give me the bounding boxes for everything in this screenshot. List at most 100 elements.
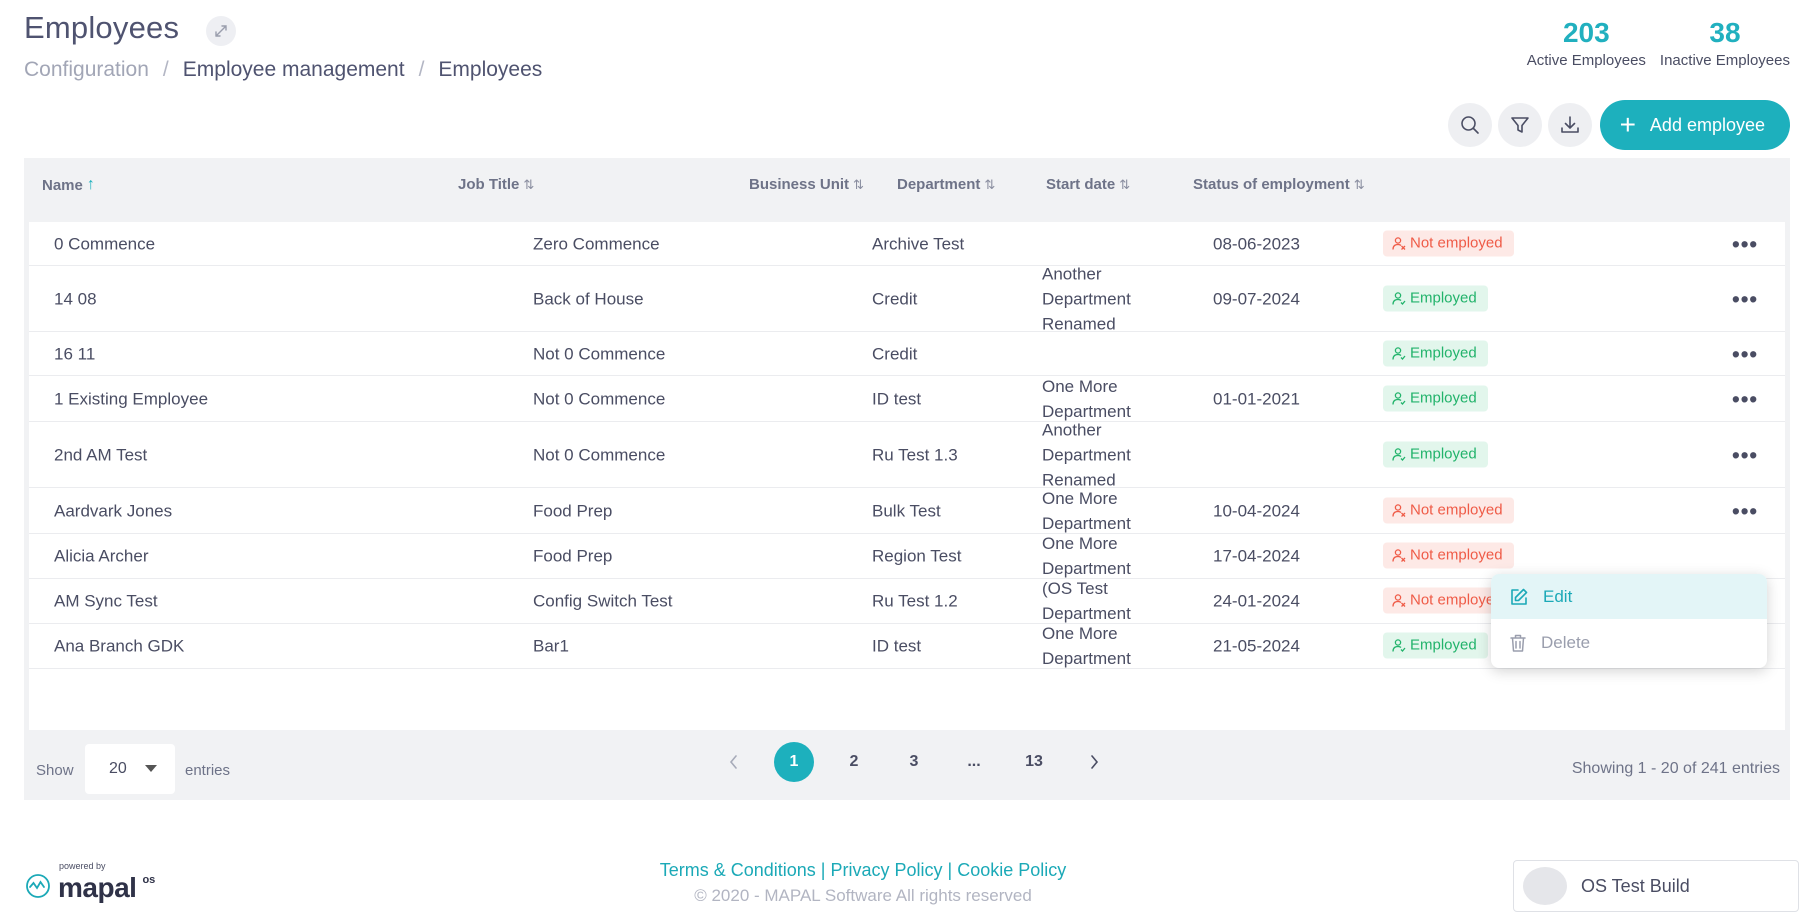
user-x-icon bbox=[1392, 594, 1406, 607]
delete-menu-item[interactable]: Delete bbox=[1491, 620, 1767, 665]
inactive-employees-count: 38 bbox=[1709, 17, 1741, 48]
user-check-icon bbox=[1392, 639, 1406, 652]
business-unit-cell: Ru Test 1.2 bbox=[872, 591, 958, 611]
employee-name-cell: 16 11 bbox=[54, 344, 96, 363]
previous-page-button[interactable] bbox=[714, 742, 754, 782]
business-unit-cell: ID test bbox=[872, 389, 922, 408]
trash-icon bbox=[1510, 634, 1526, 652]
start-date-cell: 09-07-2024 bbox=[1213, 289, 1300, 308]
more-actions-icon[interactable]: ••• bbox=[1732, 286, 1759, 311]
build-selector[interactable]: OS Test Build bbox=[1513, 860, 1799, 912]
table-row[interactable]: AM Sync Test Config Switch Test Ru Test 1.… bbox=[29, 579, 1785, 624]
entries-summary: Showing 1 - 20 of 241 entries bbox=[1571, 760, 1780, 777]
status-label: Employed bbox=[1410, 389, 1477, 406]
business-unit-cell: Archive Test bbox=[872, 234, 965, 253]
page-button-13[interactable]: 13 bbox=[1025, 753, 1043, 770]
employee-stats: 203 Active Employees 38 Inactive Employe… bbox=[1527, 16, 1790, 69]
search-icon bbox=[1460, 116, 1479, 134]
page-button-1[interactable]: 1 bbox=[774, 742, 814, 782]
employee-name-cell: Alicia Archer bbox=[54, 546, 149, 566]
edit-menu-item[interactable]: Edit bbox=[1491, 574, 1767, 619]
active-employees-count: 203 bbox=[1562, 17, 1610, 48]
status-cell: Not employed bbox=[1383, 497, 1514, 524]
column-header-name[interactable]: Name ↑ bbox=[42, 176, 95, 194]
column-header-label: Department bbox=[897, 176, 981, 193]
more-actions-icon[interactable]: ••• bbox=[1732, 442, 1759, 467]
search-button[interactable] bbox=[1447, 103, 1492, 147]
chevron-right-icon bbox=[1091, 755, 1099, 769]
status-badge: Employed bbox=[1383, 632, 1488, 659]
breadcrumb-employee-management[interactable]: Employee management bbox=[182, 58, 405, 81]
page-title: Employees bbox=[24, 10, 180, 45]
sort-icon: ⇅ bbox=[1119, 176, 1131, 192]
brand-name: mapal bbox=[58, 872, 137, 903]
expand-button[interactable] bbox=[206, 16, 236, 46]
table-row[interactable]: Aardvark Jones Food Prep Bulk Test One More… bbox=[29, 488, 1785, 534]
download-button[interactable] bbox=[1547, 103, 1592, 147]
table-row[interactable]: 16 11 Not 0 Commence Credit Employed ••• bbox=[29, 332, 1785, 376]
job-title-cell: Food Prep bbox=[533, 501, 613, 520]
start-date-cell: 10-04-2024 bbox=[1213, 501, 1300, 520]
add-employee-label: Add employee bbox=[1649, 114, 1765, 135]
inactive-employees-stat: 38 Inactive Employees bbox=[1660, 16, 1790, 69]
department-cell: One More Department bbox=[1042, 534, 1131, 578]
status-cell: Employed bbox=[1383, 441, 1488, 468]
column-header-business-unit[interactable]: Business Unit ⇅ bbox=[749, 176, 864, 193]
employee-name-cell: 1 Existing Employee bbox=[54, 389, 209, 408]
table-row[interactable]: 0 Commence Zero Commence Archive Test 08-06… bbox=[29, 222, 1785, 266]
edit-icon bbox=[1511, 588, 1528, 605]
business-unit-cell: Bulk Test bbox=[872, 501, 941, 520]
page-button-3[interactable]: 3 bbox=[909, 753, 919, 770]
more-actions-icon[interactable]: ••• bbox=[1732, 341, 1759, 366]
status-label: Employed bbox=[1410, 445, 1477, 462]
status-cell: Employed bbox=[1383, 285, 1488, 312]
user-check-icon bbox=[1392, 391, 1406, 405]
page-button-2[interactable]: 2 bbox=[849, 753, 859, 770]
table-row[interactable]: Alicia Archer Food Prep Region Test One Mor… bbox=[29, 534, 1785, 579]
table-row[interactable]: 2nd AM Test Not 0 Commence Ru Test 1.3 Anot… bbox=[29, 420, 1785, 489]
privacy-link[interactable]: Privacy Policy bbox=[830, 860, 943, 880]
active-employees-stat: 203 Active Employees bbox=[1527, 16, 1646, 69]
department-cell: One More Department bbox=[1042, 624, 1131, 668]
column-header-start-date[interactable]: Start date ⇅ bbox=[1046, 176, 1130, 193]
column-header-job-title[interactable]: Job Title ⇅ bbox=[458, 176, 534, 193]
filter-button[interactable] bbox=[1497, 103, 1542, 147]
cookie-link[interactable]: Cookie Policy bbox=[957, 860, 1067, 880]
plus-icon: + bbox=[1619, 109, 1636, 140]
page-size-select[interactable]: 20 bbox=[85, 744, 175, 794]
department-cell: Another Department Renamed bbox=[1042, 420, 1131, 489]
start-date-cell: 21-05-2024 bbox=[1213, 636, 1300, 656]
pagination: 1 2 3 ... 13 bbox=[714, 742, 1134, 782]
active-employees-label: Active Employees bbox=[1526, 52, 1646, 69]
more-actions-icon[interactable]: ••• bbox=[1732, 386, 1759, 411]
job-title-cell: Not 0 Commence bbox=[533, 344, 666, 363]
next-page-button[interactable] bbox=[1074, 742, 1114, 782]
terms-link[interactable]: Terms & Conditions bbox=[659, 860, 816, 880]
chevron-left-icon bbox=[729, 755, 737, 769]
user-x-icon bbox=[1392, 236, 1406, 250]
column-header-department[interactable]: Department ⇅ bbox=[897, 176, 995, 193]
employee-name-cell: Ana Branch GDK bbox=[54, 636, 185, 656]
department-cell: One More Department bbox=[1042, 376, 1131, 421]
status-cell: Not employed bbox=[1383, 542, 1514, 570]
column-header-status[interactable]: Status of employment ⇅ bbox=[1193, 176, 1365, 193]
start-date-cell: 24-01-2024 bbox=[1213, 591, 1300, 611]
job-title-cell: Zero Commence bbox=[533, 234, 660, 253]
status-label: Employed bbox=[1410, 344, 1477, 361]
add-employee-button[interactable]: + Add employee bbox=[1599, 100, 1790, 150]
status-cell: Employed bbox=[1383, 632, 1488, 660]
status-label: Not employed bbox=[1410, 501, 1503, 518]
department-cell: One More Department bbox=[1042, 488, 1131, 533]
more-actions-icon[interactable]: ••• bbox=[1732, 498, 1759, 523]
delete-label: Delete bbox=[1541, 632, 1591, 652]
table-row[interactable]: 1 Existing Employee Not 0 Commence ID test… bbox=[29, 376, 1785, 422]
entries-label: entries bbox=[185, 762, 231, 779]
page-size-value: 20 bbox=[109, 760, 127, 777]
table-row[interactable]: 14 08 Back of House Credit Another Departme… bbox=[29, 264, 1785, 333]
build-avatar bbox=[1523, 867, 1567, 905]
breadcrumb-configuration[interactable]: Configuration bbox=[24, 58, 149, 81]
sort-icon: ⇅ bbox=[853, 176, 864, 192]
more-actions-icon[interactable]: ••• bbox=[1732, 231, 1759, 256]
start-date-cell: 08-06-2023 bbox=[1213, 234, 1300, 253]
user-check-icon bbox=[1392, 346, 1406, 360]
